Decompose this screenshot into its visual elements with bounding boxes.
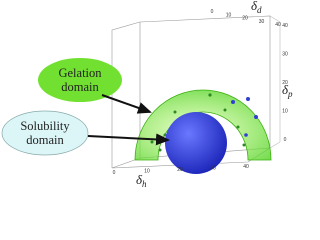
tick-label: 20 (282, 80, 288, 86)
arrow (101, 94, 152, 114)
axis-symbol: δ (136, 172, 143, 187)
tick-label: 40 (275, 22, 281, 28)
tick-label: 0 (211, 9, 214, 15)
tick-label: 10 (282, 109, 288, 115)
tick-label: 30 (210, 166, 216, 172)
axis-label: δh (136, 172, 147, 189)
tick-label: 30 (259, 19, 265, 25)
axis-symbol: δ (251, 0, 258, 13)
solubility-label: domain (26, 133, 64, 147)
axis-symbol: δ (282, 82, 289, 97)
axis-label: δp (282, 82, 293, 99)
figure: Gelation domain Solubility domain 0 10 20 3… (1, 0, 293, 189)
axis-subscript: p (287, 89, 293, 99)
gelation-label: domain (61, 80, 99, 94)
tick-label: 10 (144, 169, 150, 175)
tick-label: 20 (242, 16, 248, 22)
axis-subscript: h (142, 179, 147, 189)
tick-label: 40 (243, 164, 249, 170)
solubility-label: Solubility (20, 119, 70, 133)
tick-label: 0 (113, 170, 116, 176)
arrow (87, 133, 170, 146)
tick-label: 40 (282, 23, 288, 29)
solubility-sphere (165, 112, 227, 174)
tick-label: 30 (282, 52, 288, 58)
tick-label: 10 (226, 12, 232, 18)
gelation-label: Gelation (58, 66, 102, 80)
gelation-bubble (38, 58, 122, 102)
tick-label: 0 (284, 137, 287, 143)
axis-subscript: d (257, 5, 262, 15)
tick-label: 20 (177, 167, 183, 173)
solubility-bubble (1, 110, 89, 156)
axis-label: δd (251, 0, 262, 15)
